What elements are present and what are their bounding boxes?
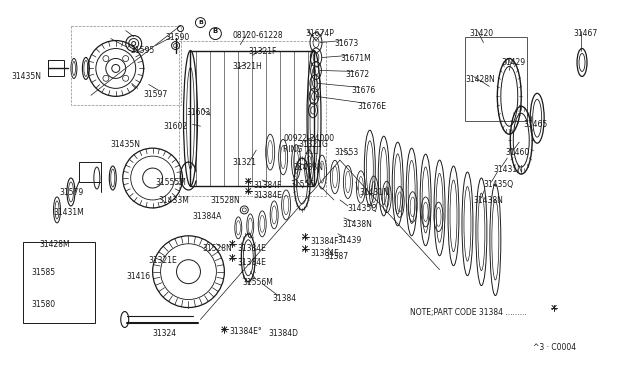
Text: 31324: 31324: [152, 330, 177, 339]
Text: 31555M: 31555M: [156, 178, 186, 187]
Text: 00922-24000: 00922-24000: [283, 134, 334, 143]
Text: 31384: 31384: [272, 294, 296, 302]
Text: 31460: 31460: [506, 148, 529, 157]
Bar: [465, 36, 527, 121]
Text: 31438N: 31438N: [474, 196, 503, 205]
Text: 31671M: 31671M: [340, 54, 371, 64]
Text: 31435Q: 31435Q: [483, 180, 513, 189]
Text: 31590: 31590: [166, 33, 190, 42]
Text: 31528N: 31528N: [202, 244, 232, 253]
Text: 31321E: 31321E: [148, 256, 177, 265]
Text: 31556M: 31556M: [243, 278, 273, 287]
Text: 31384E°: 31384E°: [229, 327, 262, 336]
Bar: [179, 41, 326, 196]
Text: 31467: 31467: [573, 29, 597, 38]
Text: 31431M: 31431M: [53, 208, 84, 217]
Text: 31428M: 31428M: [39, 240, 70, 249]
Text: 31595: 31595: [131, 45, 155, 55]
Bar: [191, 51, 314, 186]
Text: 31674P: 31674P: [305, 29, 334, 38]
Text: NOTE;PART CODE 31384 .........: NOTE;PART CODE 31384 .........: [410, 308, 527, 317]
Text: B: B: [212, 28, 218, 33]
Text: 31585: 31585: [31, 268, 55, 277]
Text: ^3 · C0004: ^3 · C0004: [533, 343, 577, 352]
Text: B: B: [198, 20, 203, 25]
Bar: [23, 242, 95, 324]
Text: 31435Q: 31435Q: [348, 204, 378, 213]
Text: 31580: 31580: [31, 299, 55, 309]
Text: 31528N: 31528N: [211, 196, 240, 205]
Text: 31597: 31597: [143, 90, 168, 99]
Text: 31435N: 31435N: [111, 140, 141, 149]
Text: 31321G: 31321G: [298, 140, 328, 149]
Text: 31416: 31416: [127, 272, 151, 281]
Text: 31384E: 31384E: [237, 244, 266, 253]
Text: 31676: 31676: [352, 86, 376, 95]
Text: 31672: 31672: [346, 70, 370, 80]
Text: 31673: 31673: [334, 39, 358, 48]
Text: 31384E: 31384E: [253, 191, 282, 200]
Text: 31420: 31420: [469, 29, 493, 38]
Text: 31428N: 31428N: [465, 76, 495, 84]
Text: 31384D: 31384D: [268, 330, 298, 339]
Text: 31439: 31439: [337, 236, 361, 245]
Text: 31431N: 31431N: [493, 165, 524, 174]
Text: 31555: 31555: [290, 180, 314, 189]
Bar: [79, 162, 101, 182]
Bar: [48, 61, 64, 76]
Text: 31321F: 31321F: [248, 46, 276, 55]
Text: 31433M: 31433M: [159, 196, 189, 205]
Text: 31553: 31553: [334, 148, 358, 157]
Text: 31429: 31429: [501, 58, 525, 67]
Text: 31438N: 31438N: [342, 220, 372, 229]
Bar: [71, 26, 180, 105]
Text: 31384E: 31384E: [310, 249, 339, 258]
Text: 08120-61228: 08120-61228: [232, 31, 283, 39]
Text: 31387: 31387: [324, 252, 348, 261]
Text: RING リング: RING リング: [283, 144, 319, 153]
Text: 31603: 31603: [186, 108, 211, 117]
Text: 31433N: 31433N: [293, 163, 323, 172]
Text: 31465: 31465: [524, 120, 547, 129]
Text: 31321: 31321: [232, 158, 257, 167]
Text: 31384F: 31384F: [310, 237, 339, 246]
Text: 31602: 31602: [164, 122, 188, 131]
Text: 31384F: 31384F: [253, 181, 282, 190]
Text: 31435N: 31435N: [11, 73, 41, 81]
Text: 31384E: 31384E: [237, 258, 266, 267]
Text: 31579: 31579: [59, 188, 83, 197]
Text: 31676E: 31676E: [358, 102, 387, 111]
Text: 31431N: 31431N: [360, 188, 390, 197]
Text: 31321H: 31321H: [232, 62, 262, 71]
Text: 31384A: 31384A: [193, 212, 222, 221]
